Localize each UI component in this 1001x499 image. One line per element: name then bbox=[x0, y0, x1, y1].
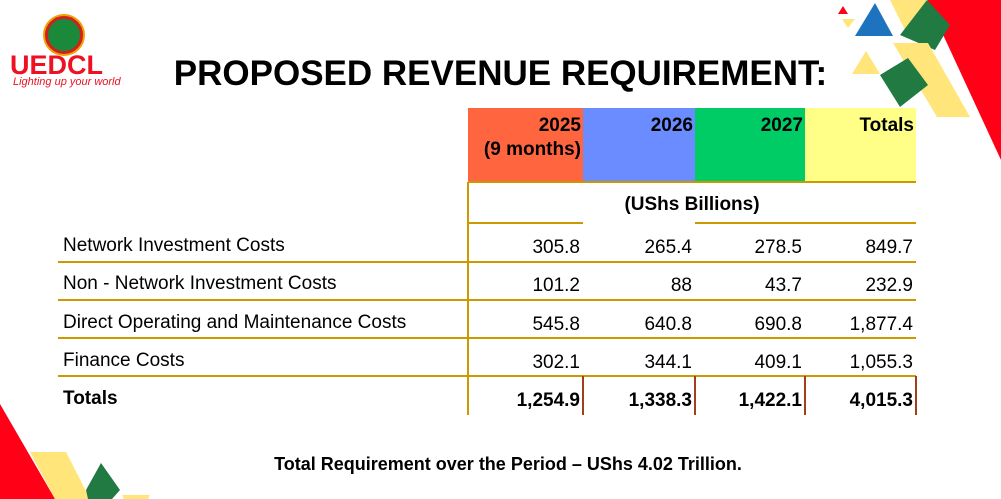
red-triangle-top-right bbox=[927, 0, 1001, 160]
cell-value: 1,338.3 bbox=[628, 390, 692, 412]
cell-value: 43.7 bbox=[765, 275, 802, 297]
cell-value: 1,254.9 bbox=[516, 390, 580, 412]
row-label: Finance Costs bbox=[63, 349, 185, 371]
cell-value: 305.8 bbox=[532, 237, 580, 258]
table-row: Direct Operating and Maintenance Costs 54… bbox=[58, 300, 916, 338]
totals-row: Totals 1,254.9 1,338.3 1,422.1 4,015.3 bbox=[58, 376, 916, 414]
column-header-totals: Totals bbox=[805, 108, 916, 182]
logo-tagline: Lighting up your world bbox=[13, 76, 121, 88]
footer-summary: Total Requirement over the Period – UShs… bbox=[274, 454, 742, 474]
cell-value: 88 bbox=[670, 275, 692, 297]
cell-value: 232.9 bbox=[865, 275, 913, 297]
cell-value: 101.2 bbox=[532, 275, 580, 297]
cell-value: 1,422.1 bbox=[738, 390, 802, 412]
logo-name: UEDCL bbox=[10, 50, 103, 80]
row-label: Network Investment Costs bbox=[63, 235, 285, 256]
cell-value: 1,877.4 bbox=[849, 313, 913, 335]
cell-value: 690.8 bbox=[754, 313, 802, 335]
units-label: (UShs Billions) bbox=[624, 194, 760, 215]
header-year: 2027 bbox=[760, 115, 803, 136]
column-header-2025: 2025 (9 months) bbox=[468, 108, 583, 182]
cell-value: 1,055.3 bbox=[849, 351, 913, 373]
blue-triangle bbox=[855, 3, 893, 36]
cell-value: 4,015.3 bbox=[849, 390, 913, 412]
red-triangle-bottom-left bbox=[0, 404, 55, 499]
header-note: (9 months) bbox=[483, 139, 581, 160]
cell-value: 640.8 bbox=[644, 313, 692, 335]
header-year: 2025 bbox=[538, 115, 581, 136]
cell-value: 302.1 bbox=[532, 351, 580, 373]
logo: UEDCL Lighting up your world bbox=[10, 14, 121, 88]
cell-value: 545.8 bbox=[532, 313, 580, 335]
table-row: Network Investment Costs 305.8 265.4 278.5 8… bbox=[58, 223, 916, 261]
row-label: Totals bbox=[63, 388, 118, 410]
logo-emblem bbox=[45, 16, 83, 54]
row-label: Direct Operating and Maintenance Costs bbox=[63, 311, 407, 333]
header-totals: Totals bbox=[859, 115, 914, 136]
table-row: Non - Network Investment Costs 101.2 88 43.… bbox=[58, 261, 916, 299]
cell-value: 409.1 bbox=[754, 351, 802, 373]
cell-value: 344.1 bbox=[644, 351, 692, 373]
cell-value: 265.4 bbox=[644, 237, 692, 258]
cell-value: 849.7 bbox=[865, 237, 913, 258]
header-year: 2026 bbox=[650, 115, 693, 136]
column-header-2026: 2026 bbox=[583, 108, 695, 182]
column-header-2027: 2027 bbox=[695, 108, 805, 182]
row-label: Non - Network Investment Costs bbox=[63, 273, 337, 295]
page-title: PROPOSED REVENUE REQUIREMENT: bbox=[173, 54, 828, 93]
table-row: Finance Costs 302.1 344.1 409.1 1,055.3 bbox=[58, 338, 916, 376]
cell-value: 278.5 bbox=[754, 237, 802, 258]
